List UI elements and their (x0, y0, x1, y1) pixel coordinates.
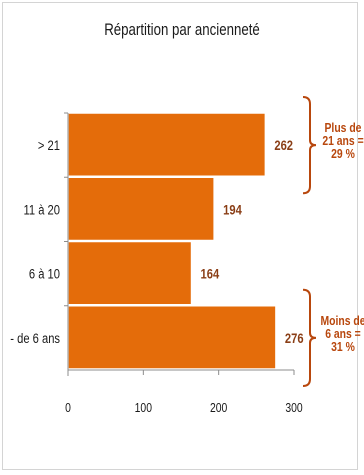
annotation-text: 31 % (331, 340, 355, 354)
value-label: 276 (285, 331, 304, 346)
annotation-text: Plus de (325, 121, 362, 135)
annotation-brace (302, 96, 317, 195)
annotation-text: 21 ans = (322, 134, 363, 148)
annotation-text: Moins de (320, 314, 364, 328)
bar (67, 176, 215, 242)
category-label: 6 à 10 (29, 266, 60, 281)
x-tick-label: 0 (65, 401, 71, 415)
x-tick-label: 300 (285, 401, 303, 415)
value-label: 164 (201, 266, 220, 281)
chart-title: Répartition par ancienneté (104, 20, 260, 39)
bar (67, 112, 267, 177)
category-label: - de 6 ans (10, 331, 60, 346)
bar (67, 240, 193, 306)
x-tick-label: 200 (210, 401, 228, 415)
bar (67, 305, 277, 370)
x-tick-label: 100 (135, 401, 153, 415)
annotation-text: 29 % (331, 147, 355, 161)
value-label: 194 (223, 202, 242, 217)
category-label: 11 à 20 (24, 202, 60, 217)
annotation-text: 6 ans = (325, 327, 361, 341)
value-label: 262 (274, 138, 293, 153)
category-label: > 21 (38, 138, 60, 153)
annotation-brace (302, 288, 317, 387)
